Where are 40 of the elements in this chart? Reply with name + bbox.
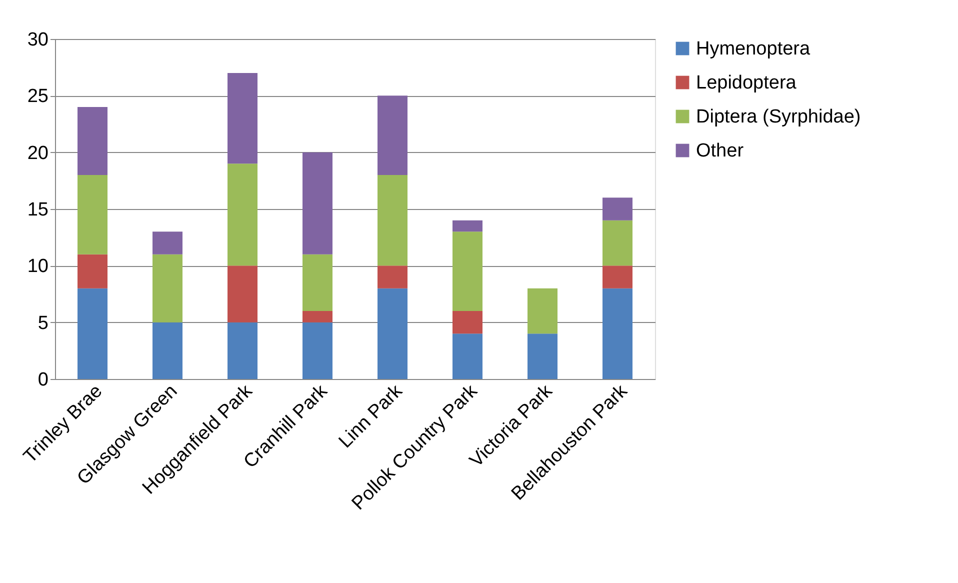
bar	[452, 232, 482, 311]
y-tick-label: 10	[27, 256, 48, 278]
legend-label: Diptera (Syrphidae)	[696, 106, 861, 128]
y-tick-label: 30	[27, 30, 48, 50]
bar	[78, 175, 108, 254]
bar	[528, 334, 558, 379]
bar	[302, 254, 332, 311]
bar	[152, 322, 182, 379]
bar	[302, 311, 332, 322]
bar	[528, 288, 558, 334]
bar	[378, 175, 408, 266]
bar	[78, 288, 108, 379]
bar	[452, 220, 482, 232]
bar	[602, 198, 632, 220]
legend-label: Other	[696, 140, 744, 162]
bar	[78, 107, 108, 175]
y-tick-label: 5	[38, 312, 48, 334]
bar	[378, 266, 408, 288]
y-tick-label: 15	[27, 200, 48, 220]
bar	[228, 164, 258, 266]
bar	[78, 254, 108, 288]
bar	[452, 334, 482, 379]
bar	[152, 254, 182, 322]
legend-label: Hymenoptera	[696, 38, 810, 60]
y-tick-label: 20	[27, 142, 48, 164]
bar	[152, 232, 182, 254]
y-tick-label: 25	[27, 86, 48, 108]
bar	[228, 266, 258, 322]
bar	[602, 288, 632, 379]
bar	[378, 288, 408, 379]
bar	[602, 266, 632, 288]
bar	[302, 322, 332, 379]
y-tick-label: 0	[38, 370, 48, 390]
bar	[228, 73, 258, 164]
bar	[302, 152, 332, 254]
legend-label: Lepidoptera	[696, 72, 797, 94]
bar	[378, 96, 408, 175]
bar	[602, 220, 632, 266]
bar	[452, 311, 482, 334]
bar	[228, 322, 258, 379]
